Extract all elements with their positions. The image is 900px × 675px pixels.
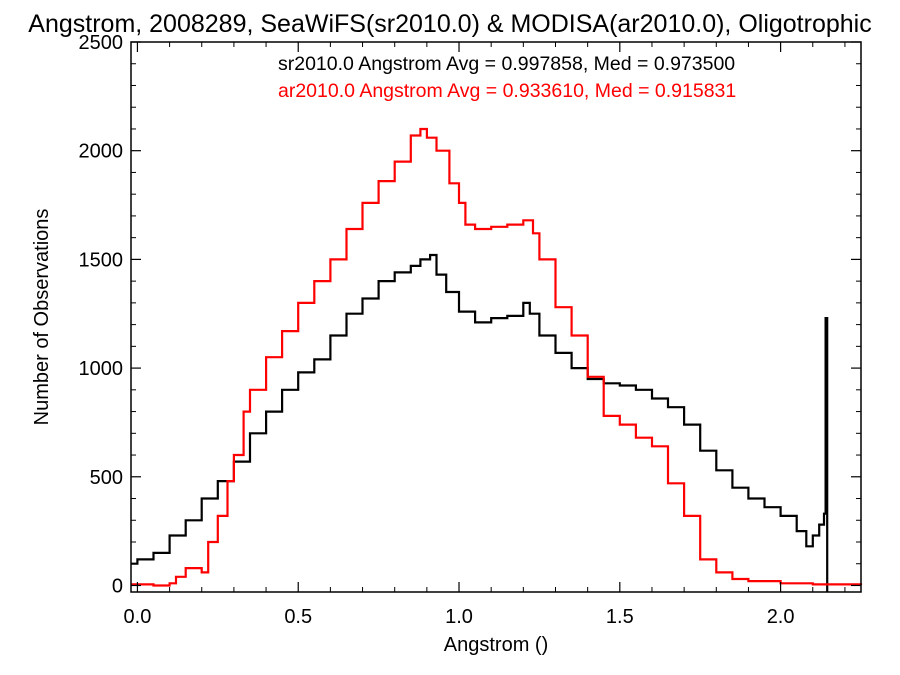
x-tick-label: 0.5 <box>284 606 312 628</box>
x-tick-label: 2.0 <box>767 606 795 628</box>
legend-entry-sr2010: sr2010.0 Angstrom Avg = 0.997858, Med = … <box>278 53 735 75</box>
ticks-layer <box>131 41 861 592</box>
plot-frame <box>130 41 862 593</box>
y-axis-title: Number of Observations <box>31 209 53 426</box>
y-tick-label: 0 <box>112 575 123 597</box>
chart-title: Angstrom, 2008289, SeaWiFS(sr2010.0) & M… <box>28 10 871 38</box>
series-layer <box>131 127 863 592</box>
y-tick-label: 1000 <box>79 358 124 380</box>
y-tick-label: 2000 <box>79 141 124 163</box>
tick-labels-layer: 0.0 0.5 1.0 1.5 2.0 0 500 1000 1500 2000 2500 <box>79 32 795 628</box>
series-line-1 <box>131 127 863 587</box>
legend-entry-ar2010: ar2010.0 Angstrom Avg = 0.933610, Med = … <box>278 80 736 102</box>
y-tick-label: 2500 <box>79 32 124 54</box>
x-tick-label: 0.0 <box>124 606 152 628</box>
x-axis-title: Angstrom () <box>444 634 548 656</box>
x-tick-label: 1.5 <box>606 606 634 628</box>
y-tick-label: 1500 <box>79 249 124 271</box>
y-tick-label: 500 <box>90 467 123 489</box>
x-tick-label: 1.0 <box>445 606 473 628</box>
series-line-0 <box>131 253 829 592</box>
